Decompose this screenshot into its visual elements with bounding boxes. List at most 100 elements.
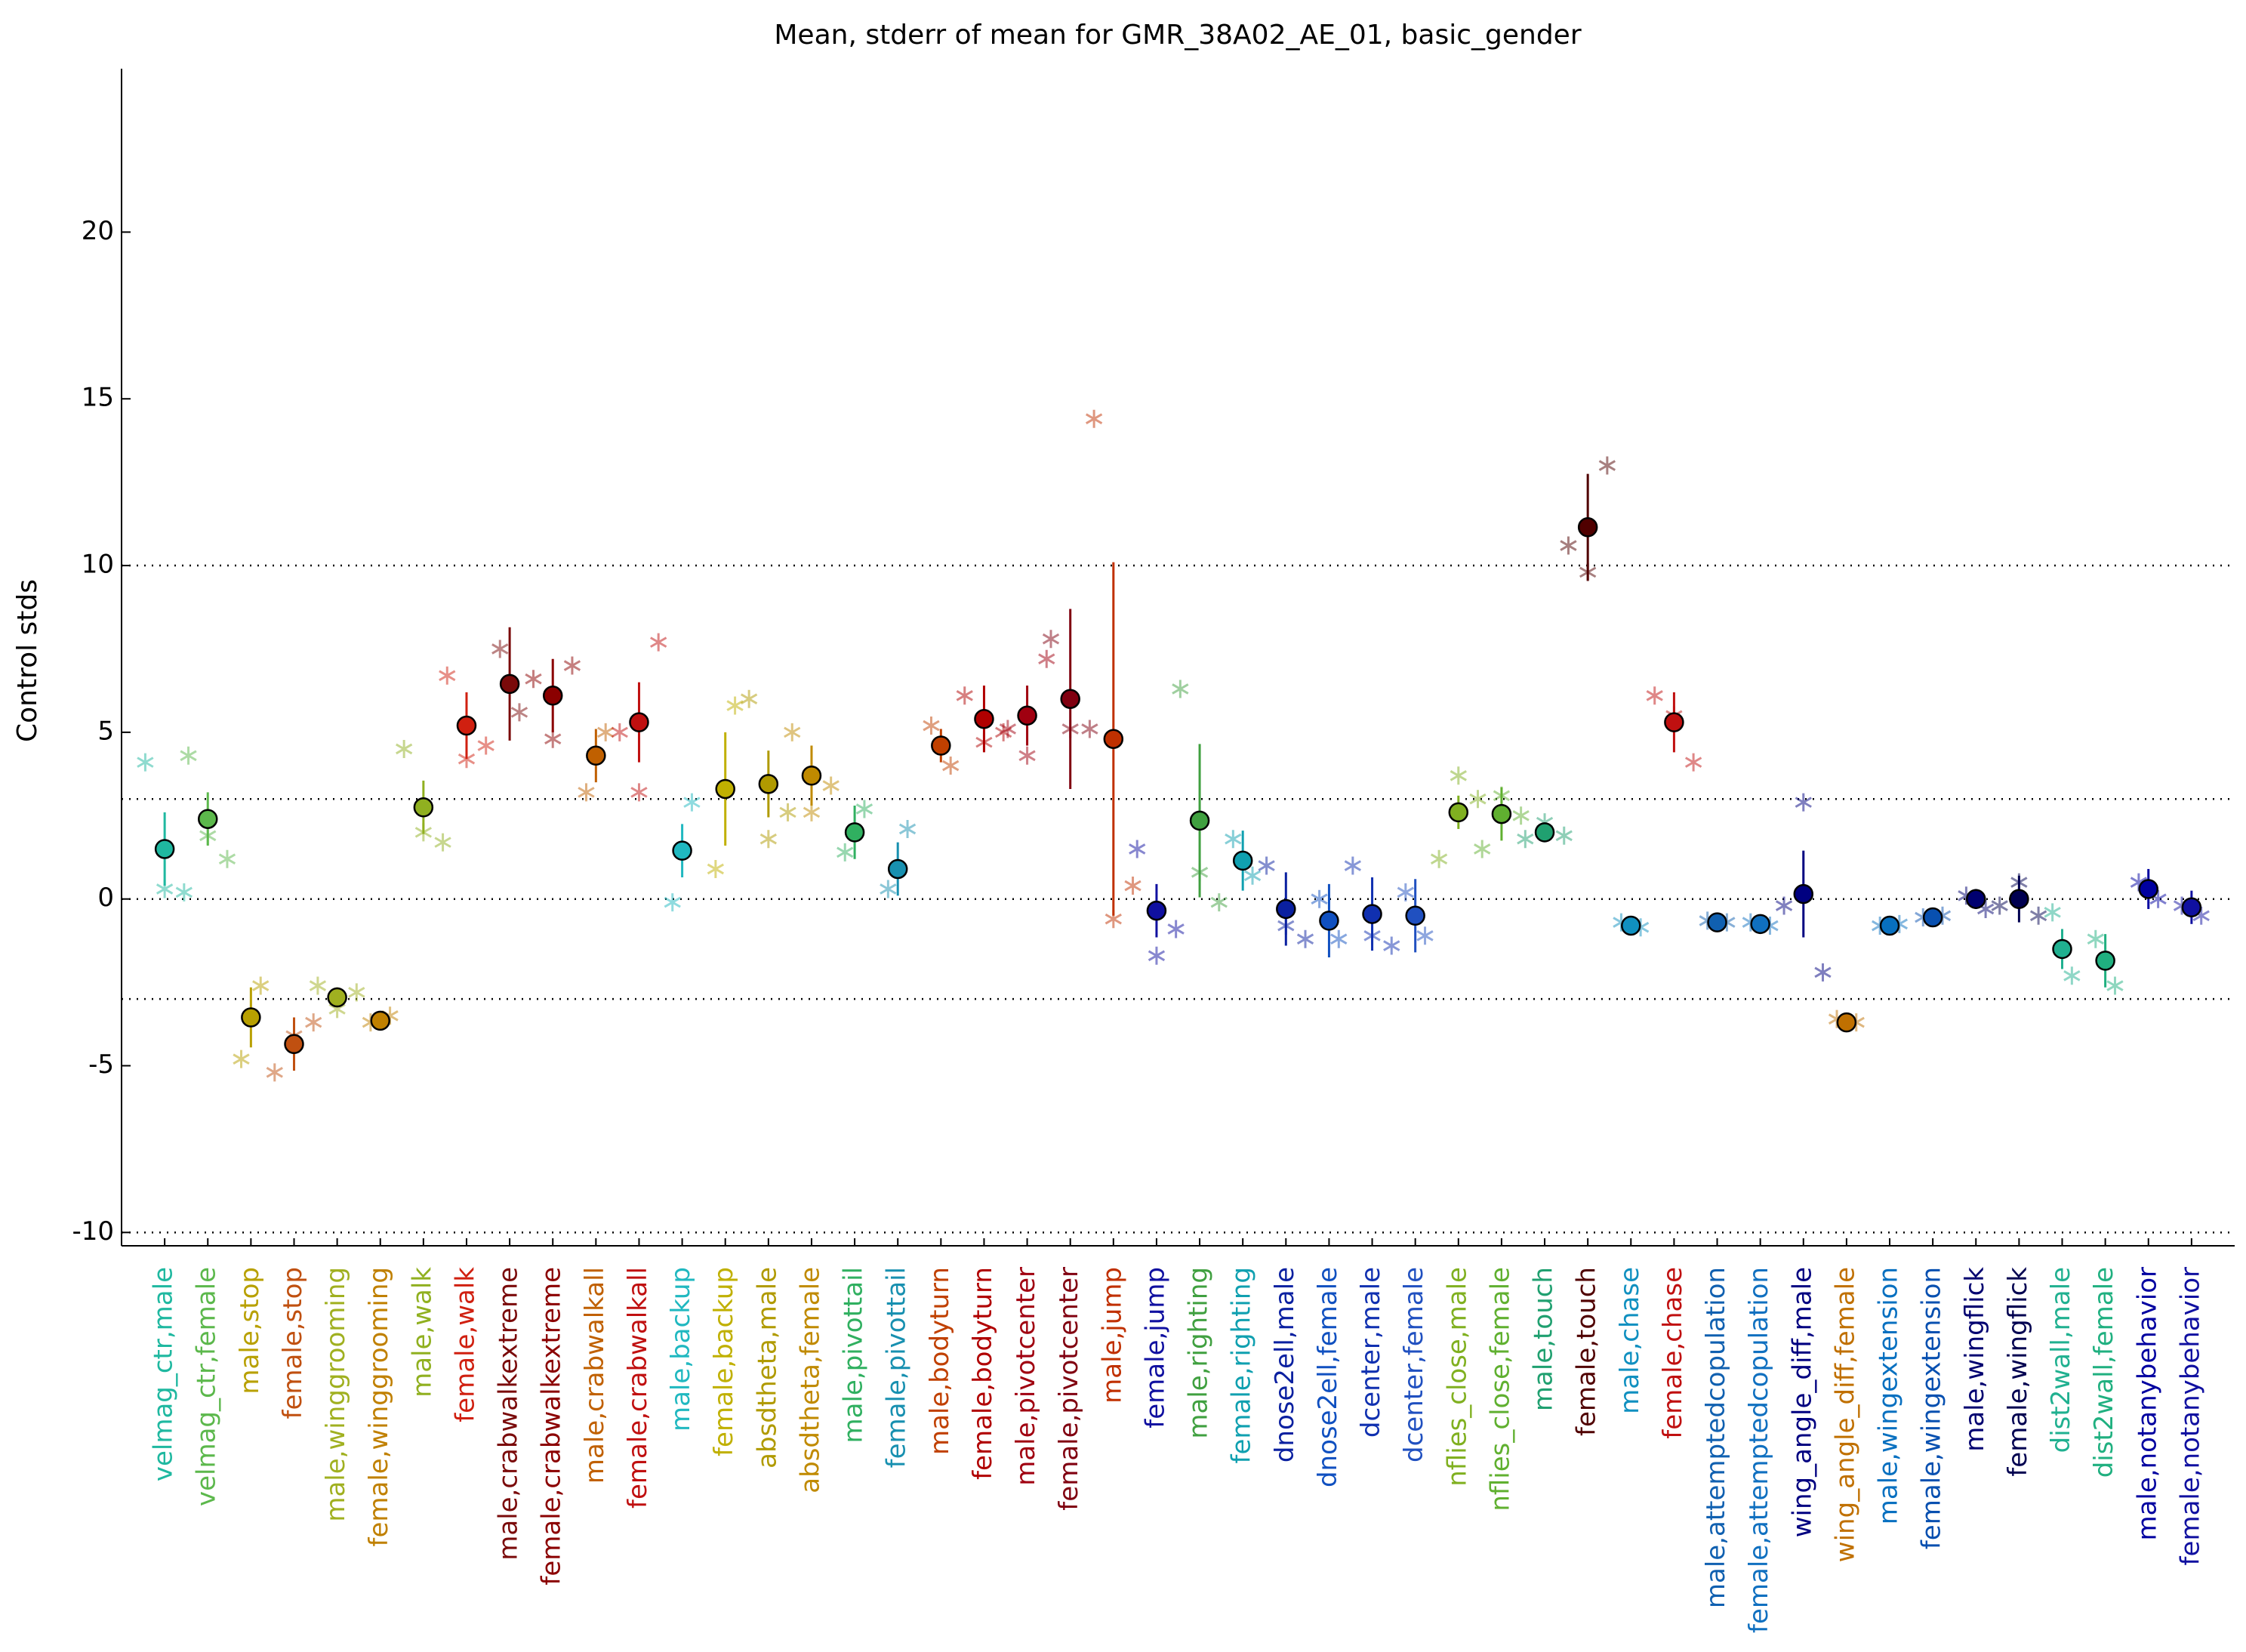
point-asterisk	[1167, 920, 1185, 938]
x-tick-label: dist2wall,female	[2089, 1267, 2119, 1478]
x-tick-label: female,stop	[278, 1267, 308, 1419]
mean-marker	[1146, 900, 1167, 921]
x-tick-label: nflies_close,female	[1485, 1267, 1515, 1512]
point-asterisk	[137, 753, 154, 772]
point-asterisk	[439, 666, 456, 685]
mean-marker	[1491, 803, 1512, 824]
mean-marker	[1319, 911, 1339, 931]
x-tick-label: velmag_ctr,male	[149, 1267, 179, 1481]
point-asterisk	[726, 696, 744, 715]
mean-marker	[801, 766, 822, 786]
point-asterisk	[880, 880, 897, 898]
point-asterisk	[1081, 720, 1098, 738]
x-tick-label: male,crabwalkextreme	[494, 1267, 524, 1561]
mean-marker	[1448, 802, 1469, 823]
y-tick-label: -5	[88, 1049, 114, 1080]
x-tick-label: male,stop	[235, 1267, 265, 1395]
point-asterisk	[1795, 793, 1812, 812]
point-asterisk	[578, 783, 595, 802]
x-tick-label: male,jump	[1097, 1267, 1127, 1404]
x-tick-label: dist2wall,male	[2046, 1267, 2076, 1453]
mean-marker	[1793, 883, 1814, 905]
x-tick-label: female,walk	[450, 1267, 480, 1422]
x-tick-label: female,pivotcenter	[1054, 1267, 1084, 1511]
mean-marker	[542, 686, 563, 706]
mean-marker	[370, 1010, 390, 1031]
point-asterisk	[525, 670, 542, 689]
point-asterisk	[477, 736, 494, 755]
x-tick-label: male,bodyturn	[925, 1267, 955, 1455]
mean-marker	[154, 839, 175, 859]
mean-marker	[1836, 1012, 1857, 1033]
x-tick-label: female,attemptedcopulation	[1744, 1267, 1774, 1633]
point-asterisk	[2087, 929, 2104, 948]
point-asterisk	[650, 633, 667, 652]
point-asterisk	[544, 729, 562, 748]
point-asterisk	[923, 717, 940, 735]
x-tick-label: male,righting	[1184, 1267, 1214, 1439]
mean-marker	[2138, 879, 2159, 899]
x-tick-label: female,wingextension	[1917, 1267, 1947, 1549]
point-asterisk	[266, 1063, 283, 1082]
mean-marker	[241, 1007, 261, 1028]
mean-marker	[974, 708, 994, 729]
mean-marker	[1922, 907, 1943, 928]
point-asterisk	[1085, 409, 1103, 428]
x-tick-label: male,notanybehavior	[2132, 1267, 2162, 1541]
x-tick-label: nflies_close,male	[1442, 1267, 1472, 1487]
x-tick-label: female,crabwalkextreme	[537, 1267, 567, 1586]
point-asterisk	[1991, 896, 2008, 915]
point-asterisk	[510, 703, 528, 722]
point-asterisk	[309, 976, 327, 995]
mean-marker	[629, 712, 649, 732]
x-tick-label: male,backup	[666, 1267, 696, 1432]
point-asterisk	[1330, 929, 1348, 948]
mean-marker	[2009, 889, 2029, 909]
point-asterisk	[822, 776, 840, 795]
mean-marker	[1621, 915, 1641, 936]
point-asterisk	[1684, 753, 1702, 772]
x-tick-label: female,righting	[1227, 1267, 1257, 1463]
point-asterisk	[855, 800, 873, 818]
y-tick-label: 5	[97, 716, 114, 746]
point-asterisk	[1311, 889, 1328, 908]
mean-marker	[586, 745, 606, 766]
mean-marker	[1534, 822, 1555, 843]
point-asterisk	[2029, 906, 2047, 925]
x-tick-label: female,bodyturn	[968, 1267, 998, 1480]
point-asterisk	[1042, 630, 1060, 649]
mean-marker	[1750, 914, 1770, 935]
chart-title: Mean, stderr of mean for GMR_38A02_AE_01…	[774, 20, 1581, 51]
point-asterisk	[779, 803, 796, 821]
point-asterisk	[233, 1049, 250, 1068]
mean-marker	[1879, 915, 1900, 936]
x-tick-label: velmag_ctr,female	[192, 1267, 222, 1506]
point-asterisk	[956, 686, 973, 705]
y-tick-label: 10	[82, 550, 114, 580]
mean-marker	[499, 673, 520, 695]
mean-marker	[1362, 904, 1382, 924]
x-tick-label: male,winggrooming	[321, 1267, 351, 1522]
mean-marker	[1405, 905, 1425, 926]
x-tick-label: male,wingflick	[1960, 1267, 1990, 1452]
point-asterisk	[611, 723, 628, 741]
point-asterisk	[1517, 830, 1534, 849]
y-tick-label: 15	[82, 383, 114, 413]
mean-marker	[1276, 898, 1296, 920]
mean-marker	[1189, 810, 1210, 831]
point-asterisk	[1814, 963, 1832, 982]
mean-marker	[2052, 938, 2072, 960]
point-asterisk	[563, 656, 581, 675]
point-asterisk	[1038, 649, 1055, 668]
point-asterisk	[1598, 456, 1616, 475]
point-asterisk	[683, 793, 701, 812]
point-asterisk	[218, 849, 236, 868]
point-asterisk	[396, 739, 413, 758]
point-asterisk	[1775, 896, 1793, 915]
point-asterisk	[1416, 926, 1434, 945]
x-tick-label: female,chase	[1658, 1267, 1688, 1439]
x-tick-label: male,walk	[407, 1267, 437, 1398]
point-asterisk	[2044, 903, 2061, 922]
mean-marker	[1060, 689, 1080, 709]
